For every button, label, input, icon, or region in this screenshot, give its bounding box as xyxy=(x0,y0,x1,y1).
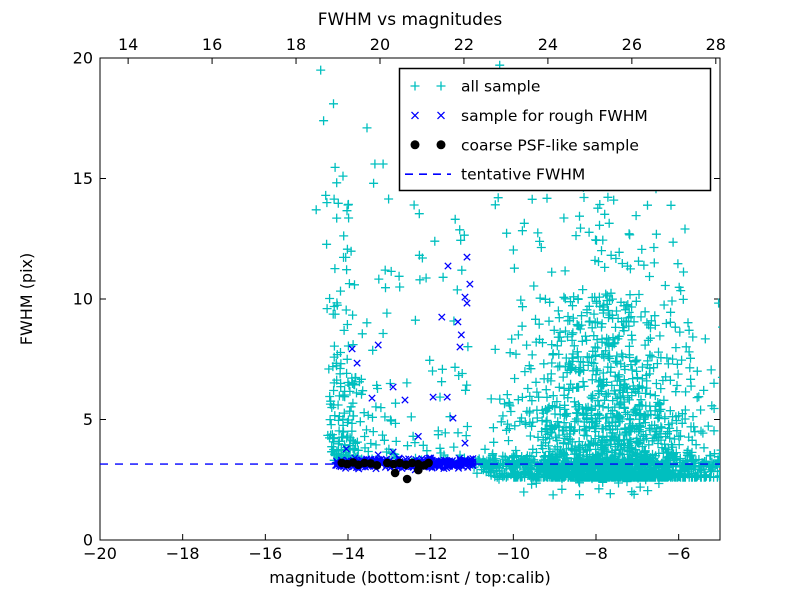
psf-like-dot xyxy=(390,468,400,478)
x-bottom-tick-label: −12 xyxy=(414,544,448,563)
legend-label: all sample xyxy=(461,78,540,96)
x-top-tick-label: 14 xyxy=(118,35,138,54)
legend-entry: sample for rough FWHM xyxy=(411,107,648,125)
psf-like-dot xyxy=(372,461,382,470)
x-bottom-tick-label: −16 xyxy=(248,544,282,563)
x-bottom-tick-label: −8 xyxy=(584,544,608,563)
y-tick-label: 10 xyxy=(73,290,93,309)
chart-title: FWHM vs magnitudes xyxy=(318,10,503,30)
x-bottom-tick-label: −18 xyxy=(166,544,200,563)
psf-like-markers xyxy=(337,458,433,484)
x-top-tick-label: 24 xyxy=(538,35,558,54)
x-bottom-tick-label: −10 xyxy=(496,544,530,563)
legend-box xyxy=(398,67,712,192)
x-bottom-tick-label: −6 xyxy=(667,544,691,563)
psf-like-dot xyxy=(414,465,423,475)
psf-like-dot xyxy=(402,474,412,484)
psf-like-dot xyxy=(360,458,369,468)
x-top-tick-label: 22 xyxy=(454,35,474,54)
legend-label: tentative FWHM xyxy=(461,166,585,184)
data-points xyxy=(100,60,720,500)
axis-ticks: −20 −18 −16 −14 −12 −10 −8 −6 14 16 18 20 22 24 26 28 0 5… xyxy=(73,35,726,563)
y-tick-label: 0 xyxy=(83,531,93,550)
all-sample-legend-icon xyxy=(410,81,446,91)
y-tick-label: 15 xyxy=(73,169,93,188)
psf-like-dot xyxy=(424,458,433,468)
x-bottom-tick-label: −14 xyxy=(331,544,365,563)
rough-fwhm-legend-icon xyxy=(411,111,445,120)
psf-like-legend-icon xyxy=(410,140,420,150)
all-sample-markers xyxy=(311,60,720,500)
legend-entry: all sample xyxy=(410,78,540,96)
y-tick-label: 20 xyxy=(73,49,93,68)
legend-entry: tentative FWHM xyxy=(405,166,585,184)
psf-like-legend-icon xyxy=(436,140,446,150)
legend-entry: coarse PSF-like sample xyxy=(410,136,639,154)
legend: all sample sample for rough FWHM coarse PS… xyxy=(398,67,712,192)
x-top-tick-label: 28 xyxy=(706,35,726,54)
x-top-tick-label: 16 xyxy=(202,35,222,54)
x-bottom-tick-label: −20 xyxy=(83,544,117,563)
y-axis-label: FWHM (pix) xyxy=(17,253,36,346)
y-tick-label: 5 xyxy=(83,410,93,429)
x-top-tick-label: 20 xyxy=(370,35,390,54)
legend-label: sample for rough FWHM xyxy=(461,107,648,125)
x-top-tick-label: 26 xyxy=(622,35,642,54)
x-axis-label: magnitude (bottom:isnt / top:calib) xyxy=(269,568,550,587)
x-top-tick-label: 18 xyxy=(286,35,306,54)
legend-label: coarse PSF-like sample xyxy=(461,136,639,154)
